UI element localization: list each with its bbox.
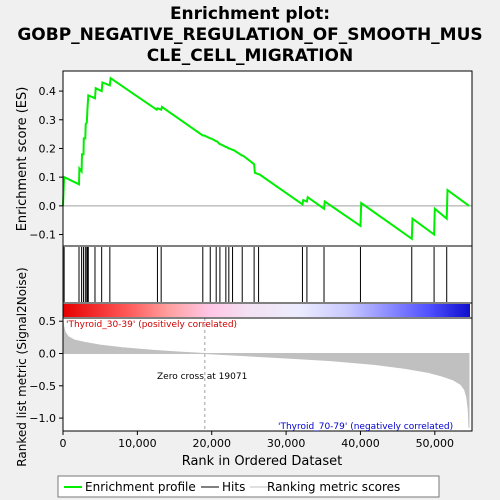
title-line-2: GOBP_NEGATIVE_REGULATION_OF_SMOOTH_MUS <box>17 25 482 45</box>
metric-y-tick-label: −1.0 <box>29 412 56 425</box>
metric-x-axis-ticks: 0 10,000 20,000 30,000 40,000 50,000 <box>60 431 455 450</box>
x-tick-label: 40,000 <box>341 437 380 450</box>
metric-y-tick-label: −0.5 <box>29 380 56 393</box>
metric-y-axis-ticks: −1.0 −0.5 0.0 0.5 <box>29 315 63 425</box>
metric-y-tick-label: 0.0 <box>39 348 57 361</box>
es-y-tick-label: 0.2 <box>39 142 57 155</box>
enrichment-profile-line <box>62 76 470 241</box>
x-tick-label: 0 <box>60 437 67 450</box>
negative-correlation-label: 'Thyroid_70-79' (negatively correlated) <box>278 422 453 432</box>
es-y-tick-label: 0.0 <box>39 200 57 213</box>
rank-color-bar <box>63 304 470 317</box>
hits-panel-background <box>63 246 472 303</box>
metric-panel-background <box>63 318 472 431</box>
es-y-tick-label: 0.4 <box>39 85 57 98</box>
es-y-axis-label: Enrichment score (ES) <box>15 87 30 232</box>
zero-cross-label: Zero cross at 19071 <box>157 372 247 382</box>
es-y-tick-label: 0.3 <box>39 114 57 127</box>
metric-area-path <box>62 319 470 428</box>
positive-correlation-label: 'Thyroid_30-39' (positively correlated) <box>66 320 237 330</box>
x-axis-label: Rank in Ordered Dataset <box>182 454 343 469</box>
x-tick-label: 10,000 <box>118 437 157 450</box>
es-panel-background <box>63 71 472 246</box>
x-tick-label: 20,000 <box>192 437 231 450</box>
x-tick-label: 30,000 <box>267 437 306 450</box>
hit-markers <box>63 247 448 302</box>
x-tick-label: 50,000 <box>416 437 455 450</box>
legend-metric-label: Ranking metric scores <box>267 480 400 494</box>
legend-enrichment-label: Enrichment profile <box>85 480 196 494</box>
enrichment-series-path <box>62 76 470 241</box>
es-y-axis-ticks: −0.1 0.0 0.1 0.2 0.3 0.4 <box>29 85 63 242</box>
title-line-3: CLE_CELL_MIGRATION <box>147 46 353 66</box>
metric-y-tick-label: 0.5 <box>39 315 57 328</box>
legend-hits-label: Hits <box>222 480 245 494</box>
legend-box <box>57 475 440 498</box>
ranking-metric-area <box>62 319 470 428</box>
metric-y-axis-label: Ranked list metric (Signal2Noise) <box>15 267 29 466</box>
es-y-tick-label: 0.1 <box>39 171 57 184</box>
title-line-1: Enrichment plot: <box>170 4 330 24</box>
metric-panel-frame <box>62 317 473 432</box>
es-y-tick-label: −0.1 <box>29 229 56 242</box>
